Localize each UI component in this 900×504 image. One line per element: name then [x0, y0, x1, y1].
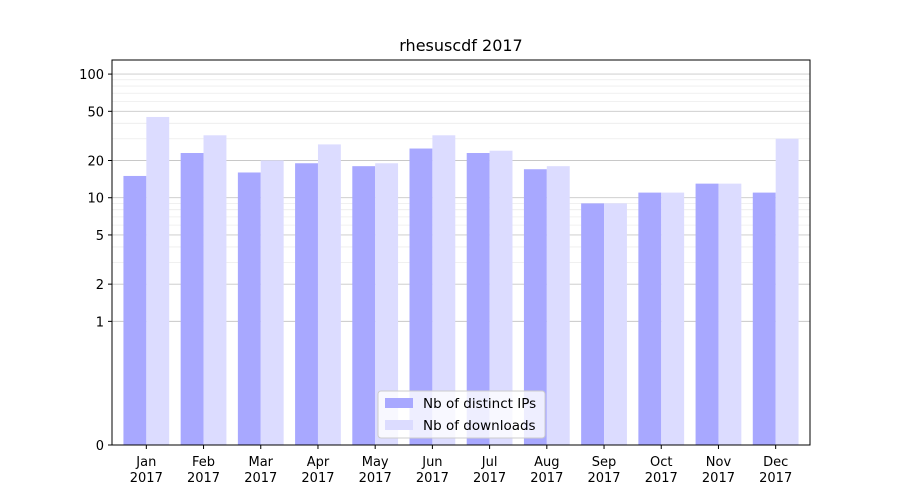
bar-distinct-ips [180, 153, 204, 445]
plot-frame [111, 59, 811, 446]
legend-box [377, 390, 546, 439]
y-tick-label: 5 [96, 229, 104, 244]
bar-distinct-ips [523, 169, 547, 445]
x-tick-label: Apr 2017 [301, 455, 334, 486]
bar-distinct-ips [295, 163, 318, 445]
y-tick-label: 10 [87, 192, 104, 207]
bar-downloads [375, 163, 399, 445]
x-tick-label: Feb 2017 [187, 455, 220, 486]
x-tick-label: May 2017 [359, 455, 392, 486]
y-tick-label: 50 [87, 105, 104, 120]
x-tick-label: Mar 2017 [244, 455, 277, 486]
bar-distinct-ips [237, 172, 261, 446]
x-tick-label: Jul 2017 [473, 455, 506, 486]
y-tick-label: 100 [79, 68, 104, 83]
bar-downloads [260, 160, 284, 445]
bar-distinct-ips [352, 166, 376, 445]
bar-downloads [489, 150, 513, 445]
y-tick-label: 1 [96, 315, 104, 330]
bar-downloads [203, 135, 227, 445]
bar-downloads [604, 203, 627, 445]
x-tick-label: Dec 2017 [759, 455, 792, 486]
legend-label-distinct-ips: Nb of distinct IPs [423, 396, 536, 412]
bar-distinct-ips [638, 192, 662, 445]
legend-swatch-distinct-ips [385, 398, 413, 408]
x-tick-label: Jun 2017 [416, 455, 449, 486]
legend-label-downloads: Nb of downloads [423, 418, 536, 434]
bar-distinct-ips [466, 153, 490, 445]
y-tick-label: 0 [96, 439, 104, 454]
bar-downloads [432, 135, 456, 445]
bar-distinct-ips [123, 175, 147, 445]
legend: Nb of distinct IPs Nb of downloads [377, 390, 546, 439]
x-tick-label: Nov 2017 [702, 455, 735, 486]
x-tick-label: Sep 2017 [587, 455, 620, 486]
bar-downloads [317, 144, 341, 445]
bar-distinct-ips [581, 203, 605, 445]
grid-lines [112, 73, 810, 322]
y-tick-label: 20 [87, 155, 104, 170]
chart-title: rhesuscdf 2017 [399, 36, 522, 55]
bar-downloads [718, 183, 742, 445]
bar-distinct-ips [409, 148, 433, 445]
legend-swatch-downloads [385, 420, 413, 430]
x-axis: Jan 2017 Feb 2017 Mar 2017 Apr 2017 May 2017 Jun 20… [130, 445, 792, 486]
bar-downloads [146, 116, 170, 445]
y-tick-label: 2 [96, 278, 104, 293]
bar-distinct-ips [752, 192, 776, 445]
x-tick-label: Aug 2017 [530, 455, 563, 486]
bar-downloads [546, 166, 570, 445]
x-tick-label: Oct 2017 [645, 455, 678, 486]
y-axis: 0 1 2 5 10 20 50 100 [79, 68, 112, 454]
x-tick-label: Jan 2017 [130, 455, 163, 486]
bars [123, 116, 799, 446]
bar-downloads [661, 192, 685, 445]
bar-downloads [775, 138, 799, 446]
bar-distinct-ips [695, 183, 719, 445]
